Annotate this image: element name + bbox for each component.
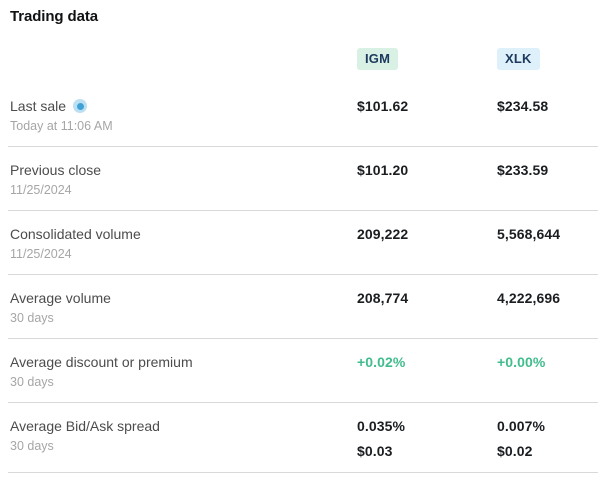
trading-data-table: IGM XLK Last sale Today at 11:06 AM $101…	[8, 48, 598, 473]
table-row: Consolidated volume 11/25/2024 209,222 5…	[8, 211, 598, 275]
row-label: Consolidated volume	[10, 226, 141, 242]
row-label-cell: Last sale Today at 11:06 AM	[8, 97, 357, 134]
xlk-value: +0.00%	[497, 354, 546, 370]
row-label-cell: Consolidated volume 11/25/2024	[8, 225, 357, 262]
row-label-cell: Average Bid/Ask spread 30 days	[8, 417, 357, 460]
igm-value: 209,222	[357, 226, 409, 242]
row-sublabel: 11/25/2024	[10, 247, 72, 261]
xlk-value: 0.007%	[497, 418, 546, 434]
row-label: Previous close	[10, 162, 102, 178]
header-spacer	[8, 48, 357, 70]
row-label: Last sale	[10, 98, 67, 114]
row-sublabel: 30 days	[10, 439, 54, 453]
xlk-value-cell: $234.58	[497, 97, 598, 134]
xlk-value-cell: $233.59	[497, 161, 598, 198]
table-header-row: IGM XLK	[8, 48, 598, 70]
row-label: Average discount or premium	[10, 354, 193, 370]
row-label-cell: Average discount or premium 30 days	[8, 353, 357, 390]
igm-value-cell: $101.20	[357, 161, 497, 198]
xlk-value-secondary: $0.02	[497, 443, 533, 459]
igm-value-secondary: $0.03	[357, 443, 393, 459]
xlk-value-cell: +0.00%	[497, 353, 598, 390]
row-label: Average volume	[10, 290, 111, 306]
xlk-value-cell: 4,222,696	[497, 289, 598, 326]
live-indicator-icon	[73, 99, 88, 113]
igm-value: +0.02%	[357, 354, 406, 370]
igm-value: $101.20	[357, 162, 409, 178]
xlk-value: 5,568,644	[497, 226, 561, 242]
igm-value-cell: 0.035% $0.03	[357, 417, 497, 460]
igm-value: $101.62	[357, 98, 409, 114]
ticker-badge-igm[interactable]: IGM	[357, 48, 399, 70]
row-sublabel: 30 days	[10, 375, 54, 389]
igm-value-cell: 209,222	[357, 225, 497, 262]
igm-value-cell: +0.02%	[357, 353, 497, 390]
igm-value: 0.035%	[357, 418, 406, 434]
row-sublabel: Today at 11:06 AM	[10, 119, 113, 133]
xlk-value-cell: 5,568,644	[497, 225, 598, 262]
igm-value-cell: 208,774	[357, 289, 497, 326]
ticker-badge-xlk[interactable]: XLK	[497, 48, 540, 70]
xlk-value: 4,222,696	[497, 290, 561, 306]
table-row: Average discount or premium 30 days +0.0…	[8, 339, 598, 403]
table-row: Previous close 11/25/2024 $101.20 $233.5…	[8, 147, 598, 211]
xlk-value: $234.58	[497, 98, 549, 114]
xlk-value: $233.59	[497, 162, 549, 178]
table-row: Average Bid/Ask spread 30 days 0.035% $0…	[8, 403, 598, 473]
table-row: Average volume 30 days 208,774 4,222,696	[8, 275, 598, 339]
igm-value-cell: $101.62	[357, 97, 497, 134]
page-title: Trading data	[10, 8, 98, 25]
row-label-cell: Previous close 11/25/2024	[8, 161, 357, 198]
row-sublabel: 11/25/2024	[10, 183, 72, 197]
column-header-xlk: XLK	[497, 48, 598, 70]
xlk-value-cell: 0.007% $0.02	[497, 417, 598, 460]
table-row: Last sale Today at 11:06 AM $101.62 $234…	[8, 83, 598, 147]
igm-value: 208,774	[357, 290, 409, 306]
row-label: Average Bid/Ask spread	[10, 418, 160, 434]
column-header-igm: IGM	[357, 48, 497, 70]
live-indicator-dot	[76, 102, 84, 110]
row-sublabel: 30 days	[10, 311, 54, 325]
row-label-cell: Average volume 30 days	[8, 289, 357, 326]
